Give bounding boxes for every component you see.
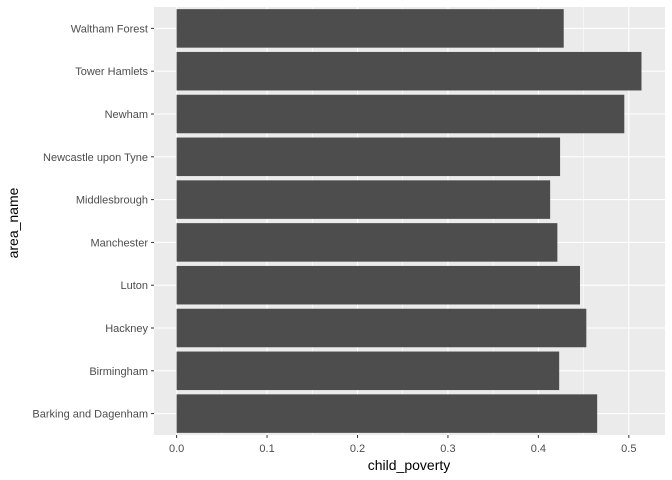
bar: [176, 308, 587, 348]
bar: [176, 394, 598, 433]
x-tick-label: 0.0: [169, 443, 184, 455]
x-tick-label: 0.4: [531, 443, 546, 455]
bar: [176, 223, 558, 262]
y-axis-title: area_name: [5, 187, 21, 258]
y-tick-label: Luton: [120, 280, 148, 292]
bar: [176, 137, 561, 177]
bar: [176, 180, 551, 219]
y-axis: Barking and Dagenham Birmingham Hackney Lut…: [32, 23, 154, 421]
y-tick-label: Middlesbrough: [76, 195, 148, 207]
bar: [176, 351, 560, 391]
y-tick-label: Newcastle upon Tyne: [43, 152, 148, 164]
y-tick-label: Tower Hamlets: [75, 66, 148, 78]
bar: [176, 51, 642, 91]
bars: [176, 9, 642, 433]
y-tick-label: Newham: [105, 109, 148, 121]
y-tick-label: Waltham Forest: [71, 23, 148, 35]
y-tick-label: Hackney: [105, 323, 148, 335]
x-tick-label: 0.3: [440, 443, 455, 455]
y-tick-label: Manchester: [91, 237, 149, 249]
bar: [176, 94, 625, 134]
y-tick-label: Barking and Dagenham: [32, 409, 148, 421]
x-tick-label: 0.2: [350, 443, 365, 455]
bar: [176, 9, 564, 48]
x-axis-title: child_poverty: [368, 457, 451, 473]
x-axis: 0.0 0.1 0.2 0.3 0.4 0.5: [169, 435, 636, 455]
y-tick-label: Birmingham: [89, 366, 148, 378]
x-tick-label: 0.5: [621, 443, 636, 455]
bar: [176, 265, 580, 305]
x-tick-label: 0.1: [259, 443, 274, 455]
